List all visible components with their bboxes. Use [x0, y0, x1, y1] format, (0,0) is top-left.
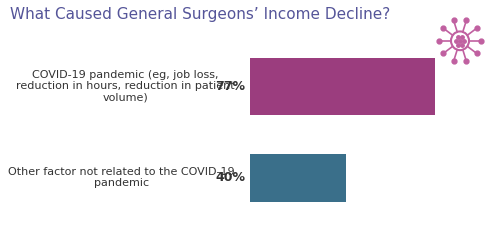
Text: What Caused General Surgeons’ Income Decline?: What Caused General Surgeons’ Income Dec…	[10, 7, 390, 22]
Text: Other factor not related to the COVID-19
pandemic: Other factor not related to the COVID-19…	[8, 167, 235, 188]
Text: 40%: 40%	[215, 171, 245, 184]
FancyBboxPatch shape	[250, 154, 346, 202]
Text: COVID-19 pandemic (eg, job loss,
reduction in hours, reduction in patient
volume: COVID-19 pandemic (eg, job loss, reducti…	[16, 70, 235, 103]
Text: 77%: 77%	[215, 80, 245, 93]
FancyBboxPatch shape	[250, 58, 435, 115]
